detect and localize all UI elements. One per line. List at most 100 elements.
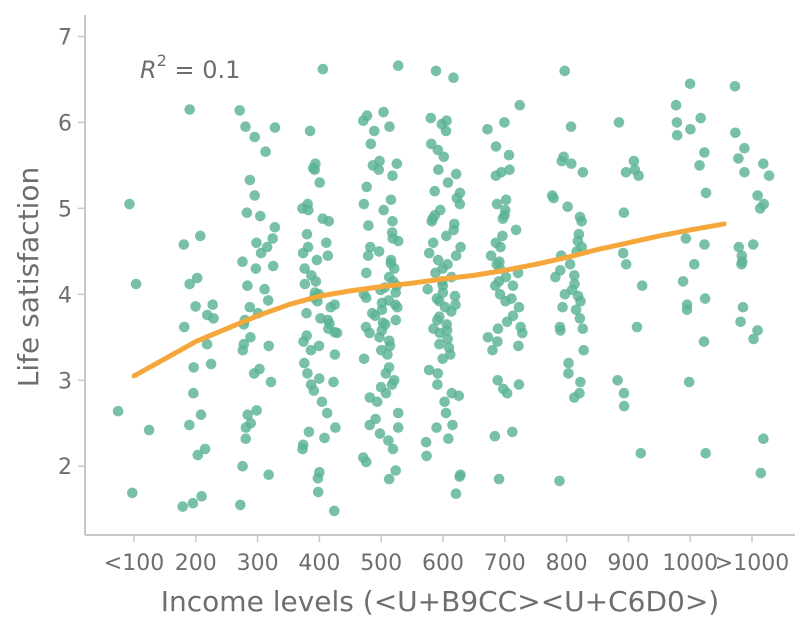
data-point: [729, 81, 741, 92]
data-point: [382, 349, 393, 360]
data-point: [700, 448, 711, 459]
data-point: [548, 192, 559, 204]
data-point: [427, 237, 439, 249]
data-point: [575, 295, 586, 307]
data-point: [429, 185, 441, 197]
data-point: [387, 443, 399, 455]
data-point: [374, 428, 386, 439]
data-point: [188, 362, 199, 373]
trend-line: [131, 221, 727, 379]
data-point: [269, 222, 281, 233]
data-point: [179, 321, 190, 333]
data-point: [685, 124, 696, 135]
data-point: [556, 155, 568, 167]
data-point: [321, 407, 333, 419]
data-point: [265, 376, 277, 388]
data-point: [244, 174, 256, 186]
data-point: [383, 435, 394, 446]
data-point: [434, 338, 445, 350]
data-point: [376, 304, 388, 316]
data-point: [432, 368, 444, 379]
data-point: [699, 239, 710, 250]
data-point: [380, 368, 392, 379]
data-point: [384, 340, 396, 352]
data-point: [493, 473, 505, 485]
data-point: [207, 299, 218, 311]
data-point: [323, 216, 335, 227]
data-point: [454, 187, 466, 199]
data-point: [613, 117, 625, 128]
data-point: [515, 321, 526, 333]
data-point: [501, 316, 513, 328]
data-point: [733, 153, 744, 164]
data-point: [363, 220, 374, 231]
data-point: [322, 250, 334, 261]
data-point: [358, 115, 369, 126]
data-point: [748, 333, 759, 345]
data-point: [440, 407, 452, 419]
data-point: [373, 164, 385, 175]
data-point: [448, 224, 460, 236]
data-point: [380, 387, 392, 399]
data-point: [426, 216, 438, 227]
data-point: [482, 124, 493, 135]
x-tick-label: 700: [484, 551, 526, 576]
data-point: [267, 260, 279, 272]
y-tick-label: 5: [58, 197, 72, 222]
data-point: [391, 158, 403, 169]
data-point: [385, 194, 397, 206]
data-point: [237, 460, 248, 472]
data-point: [312, 473, 324, 484]
data-point: [492, 375, 504, 386]
data-point: [562, 201, 573, 212]
x-tick-label: >1000: [715, 551, 789, 576]
data-point: [304, 125, 316, 137]
data-point: [263, 340, 275, 352]
x-axis-title: Income levels (<U+B9CC><U+C6D0>): [161, 585, 719, 618]
data-point: [684, 78, 696, 90]
data-point: [487, 344, 498, 356]
data-point: [514, 99, 526, 111]
data-point: [618, 400, 630, 412]
data-point: [387, 216, 398, 227]
data-point: [201, 338, 213, 350]
data-point: [389, 263, 400, 274]
data-point: [235, 499, 246, 511]
data-point: [492, 336, 503, 347]
data-point: [430, 65, 442, 77]
data-point: [390, 314, 402, 326]
data-point: [450, 250, 462, 261]
data-point: [612, 375, 623, 386]
data-point: [447, 419, 458, 431]
data-point: [378, 204, 390, 216]
data-point: [563, 368, 574, 379]
data-point: [386, 379, 398, 390]
data-point: [373, 246, 385, 257]
data-point: [248, 368, 260, 379]
data-point: [260, 146, 271, 157]
data-point: [305, 379, 317, 390]
data-point: [196, 491, 207, 502]
data-point: [330, 422, 341, 433]
data-point: [513, 379, 525, 390]
x-tick-label: 400: [298, 551, 340, 576]
data-point: [360, 292, 372, 304]
data-point: [249, 190, 260, 201]
data-point: [319, 432, 330, 444]
x-tick-label: 600: [422, 551, 464, 576]
data-point: [578, 344, 589, 356]
data-point: [490, 280, 501, 292]
data-point: [192, 449, 204, 461]
x-tick-label: 800: [546, 551, 588, 576]
data-point: [671, 117, 683, 128]
data-point: [565, 121, 577, 132]
data-point: [314, 373, 325, 384]
data-point: [309, 164, 321, 175]
data-point: [497, 213, 509, 224]
data-point: [566, 158, 577, 169]
data-point: [574, 313, 586, 324]
data-point: [441, 115, 452, 126]
r-value: = 0.1: [167, 56, 241, 84]
data-point: [432, 379, 443, 390]
data-point: [454, 471, 465, 482]
